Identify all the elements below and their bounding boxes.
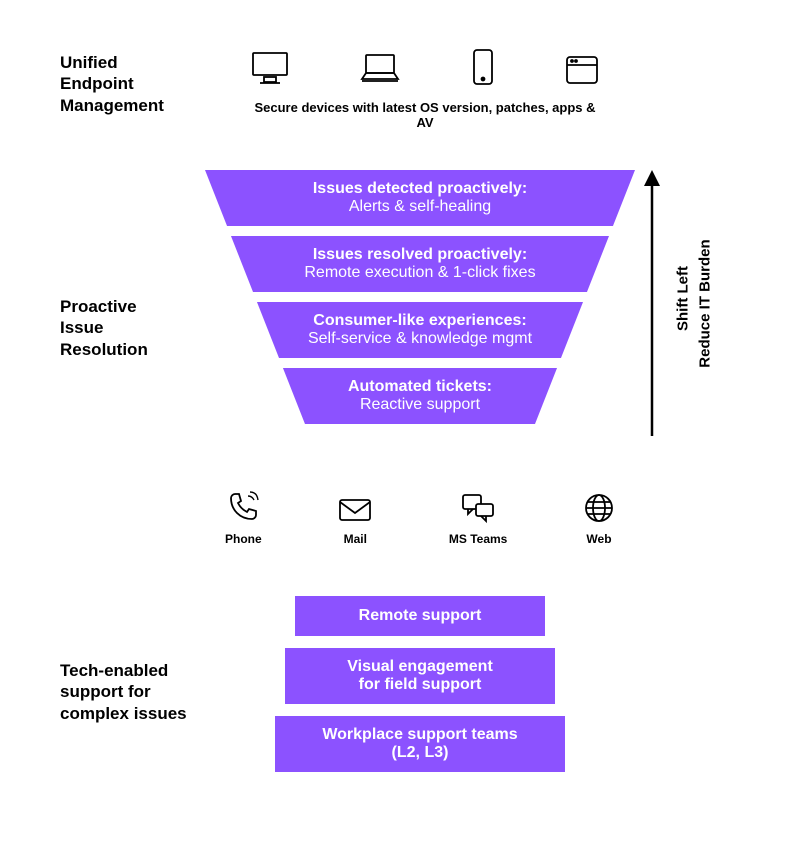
- mail-channel: Mail: [337, 496, 373, 546]
- support-block-0-line-0: Remote support: [359, 607, 482, 625]
- channel-label-mail: Mail: [344, 532, 367, 546]
- laptop-icon: [358, 52, 402, 86]
- section1-label-text: Unified Endpoint Management: [60, 52, 164, 116]
- section1-label: Unified Endpoint Management: [60, 52, 164, 116]
- browser-icon: [564, 54, 600, 86]
- funnel-layer-2-bold: Consumer-like experiences:: [313, 312, 526, 330]
- channel-label-web: Web: [586, 532, 611, 546]
- section1-icon-row: [250, 48, 600, 86]
- funnel-layer-3-bold: Automated tickets:: [348, 378, 492, 396]
- support-block-1-line-0: Visual engagement: [347, 658, 493, 676]
- section3-channels: Phone Mail MS Teams Web: [225, 490, 615, 546]
- funnel-layer-1-light: Remote execution & 1-click fixes: [304, 264, 535, 282]
- funnel-layer-1: Issues resolved proactively:Remote execu…: [231, 236, 609, 292]
- support-block-2-line-0: Workplace support teams: [322, 726, 517, 744]
- support-block-2: Workplace support teams(L2, L3): [275, 716, 565, 772]
- teams-channel: MS Teams: [449, 492, 507, 546]
- shift-left-arrow: [640, 168, 664, 438]
- monitor-icon: [250, 50, 290, 86]
- section1-subtext: Secure devices with latest OS version, p…: [250, 100, 600, 130]
- channel-label-phone: Phone: [225, 532, 262, 546]
- funnel-layer-3: Automated tickets:Reactive support: [283, 368, 557, 424]
- arrow-label-2: Reduce IT Burden: [697, 234, 714, 374]
- web-channel: Web: [583, 492, 615, 546]
- support-block-1-line-1: for field support: [359, 676, 482, 694]
- funnel-layer-0: Issues detected proactively:Alerts & sel…: [205, 170, 635, 226]
- section3-label: Tech-enabled support for complex issues: [60, 660, 187, 724]
- support-block-0: Remote support: [295, 596, 545, 636]
- phone-icon: [470, 48, 496, 86]
- section3-label-text: Tech-enabled support for complex issues: [60, 660, 187, 724]
- funnel-layer-0-bold: Issues detected proactively:: [313, 180, 527, 198]
- funnel-layer-1-bold: Issues resolved proactively:: [313, 246, 527, 264]
- arrow-label-1: Shift Left: [675, 254, 692, 344]
- support-block-1: Visual engagementfor field support: [285, 648, 555, 704]
- funnel: Issues detected proactively:Alerts & sel…: [205, 170, 635, 430]
- funnel-layer-2-light: Self-service & knowledge mgmt: [308, 330, 532, 348]
- funnel-layer-0-light: Alerts & self-healing: [349, 198, 491, 216]
- section2-label-text: Proactive Issue Resolution: [60, 296, 148, 360]
- channel-label-teams: MS Teams: [449, 532, 507, 546]
- section2-label: Proactive Issue Resolution: [60, 296, 148, 360]
- funnel-layer-3-light: Reactive support: [360, 396, 480, 414]
- phone-channel: Phone: [225, 490, 262, 546]
- support-block-2-line-1: (L2, L3): [392, 744, 449, 762]
- funnel-layer-2: Consumer-like experiences:Self-service &…: [257, 302, 583, 358]
